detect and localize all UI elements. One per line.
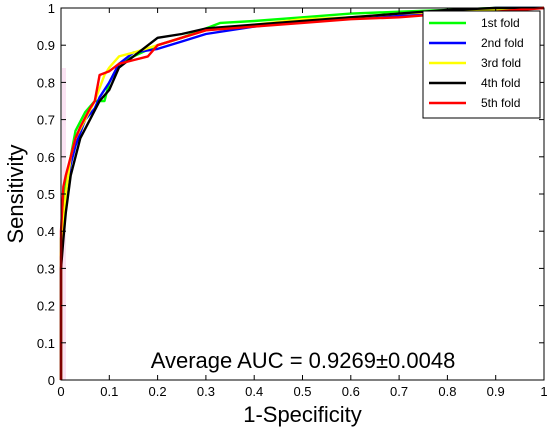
auc-annotation: Average AUC = 0.9269±0.0048 <box>151 348 456 373</box>
legend-label: 3rd fold <box>481 56 521 70</box>
roc-curve-fold-5 <box>59 6 545 380</box>
x-tick-label: 0.4 <box>245 384 263 399</box>
x-axis-title: 1-Specificity <box>243 402 362 427</box>
legend-box <box>422 10 541 119</box>
x-tick-label: 0.6 <box>342 384 360 399</box>
y-tick-label: 0.7 <box>37 113 55 128</box>
x-tick-label: 0 <box>57 384 64 399</box>
y-tick-label: 0.6 <box>37 150 55 165</box>
y-tick-labels: 0 0.1 0.2 0.3 0.4 0.5 0.6 0.7 0.8 0.9 1 <box>37 1 55 388</box>
y-tick-label: 0.5 <box>37 187 55 202</box>
y-tick-label: 0 <box>48 373 55 388</box>
x-tick-label: 1 <box>540 384 547 399</box>
y-tick-label: 0.2 <box>37 299 55 314</box>
y-tick-label: 0.3 <box>37 261 55 276</box>
x-tick-label: 0.7 <box>390 384 408 399</box>
y-axis-title: Sensitivity <box>3 144 28 243</box>
roc-curves <box>59 6 545 380</box>
x-tick-label: 0.5 <box>293 384 311 399</box>
x-tick-label: 0.8 <box>438 384 456 399</box>
legend-label: 1st fold <box>481 16 520 30</box>
x-tick-label: 0.1 <box>100 384 118 399</box>
x-tick-label: 0.3 <box>197 384 215 399</box>
y-tick-label: 0.9 <box>37 38 55 53</box>
legend-label: 2nd fold <box>481 36 524 50</box>
legend-label: 5th fold <box>481 96 520 110</box>
y-tick-label: 0.8 <box>37 75 55 90</box>
y-tick-label: 0.1 <box>37 336 55 351</box>
y-tick-label: 0.4 <box>37 224 55 239</box>
x-tick-label: 0.2 <box>149 384 167 399</box>
legend: 1st fold 2nd fold 3rd fold 4th fold 5th fold <box>422 10 541 119</box>
y-tick-label: 1 <box>48 1 55 16</box>
x-tick-label: 0.9 <box>487 384 505 399</box>
legend-label: 4th fold <box>481 76 520 90</box>
x-tick-labels: 0 0.1 0.2 0.3 0.4 0.5 0.6 0.7 0.8 0.9 1 <box>57 384 547 399</box>
